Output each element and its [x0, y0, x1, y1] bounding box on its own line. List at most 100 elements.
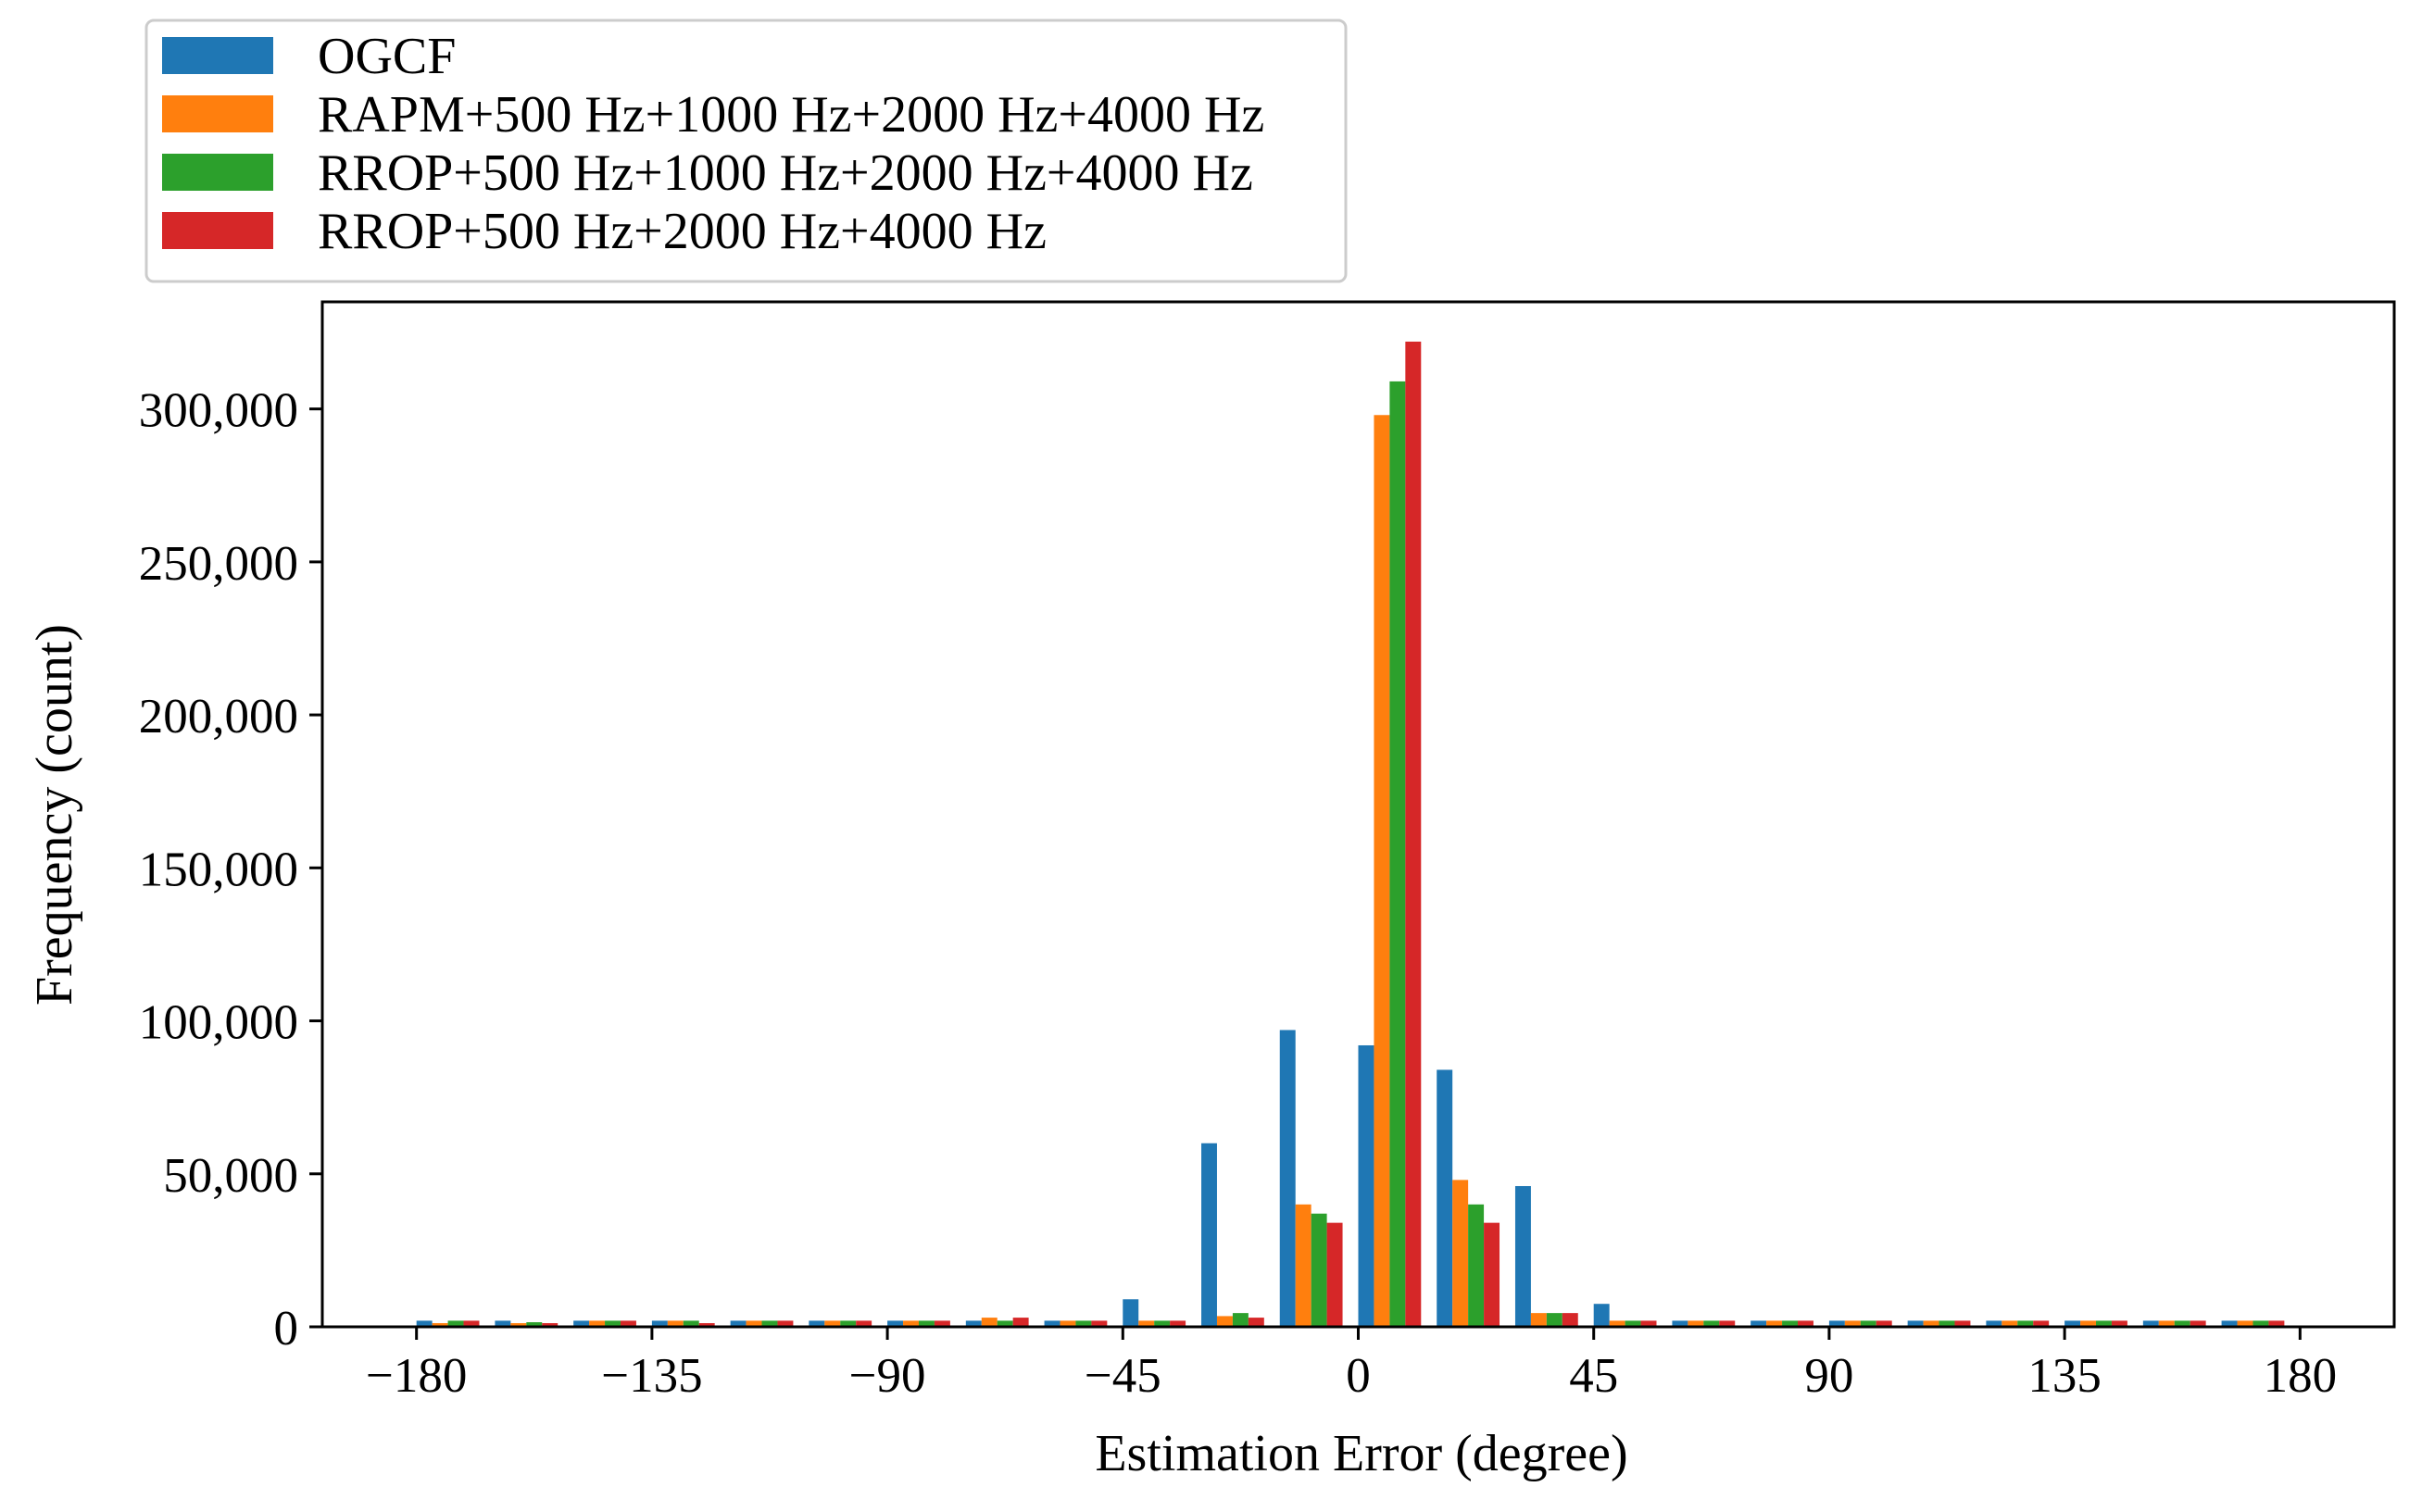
bar	[981, 1318, 998, 1327]
y-tick-label: 0	[274, 1302, 299, 1356]
legend-frame	[144, 19, 1348, 283]
x-tick-label: 0	[1346, 1349, 1371, 1403]
bar	[1468, 1204, 1485, 1327]
x-axis-ticks: −180 −135 −90 −45 0 45 90 135 180	[366, 1327, 2337, 1403]
bar	[730, 1320, 747, 1327]
bar	[1954, 1320, 1971, 1327]
bar	[934, 1320, 950, 1327]
bar	[1123, 1299, 1139, 1327]
bar	[2080, 1320, 2097, 1327]
y-tick-label: 250,000	[139, 537, 298, 591]
bars-layer	[416, 341, 2285, 1328]
bar	[856, 1320, 872, 1327]
bar	[1751, 1320, 1767, 1327]
bar	[1389, 381, 1406, 1328]
bar	[1170, 1320, 1186, 1327]
bar	[1828, 1320, 1845, 1327]
bar	[1844, 1320, 1861, 1327]
bar	[1530, 1313, 1547, 1327]
bar	[651, 1320, 668, 1327]
bar	[887, 1320, 904, 1327]
y-axis-ticks: 0 50,000 100,000 150,000 200,000 250,000 300,0…	[139, 384, 322, 1356]
bar	[1075, 1320, 1092, 1327]
bar	[1012, 1318, 1029, 1327]
bar	[1484, 1222, 1500, 1327]
bar	[1876, 1320, 1892, 1327]
bar	[1782, 1320, 1799, 1327]
bar	[1640, 1320, 1657, 1327]
x-tick-label: 45	[1569, 1349, 1618, 1403]
bar	[667, 1320, 684, 1327]
y-tick-label: 300,000	[139, 384, 298, 438]
bar	[1311, 1213, 1327, 1327]
bar	[2221, 1320, 2238, 1327]
bar	[1562, 1313, 1578, 1327]
x-tick-label: 180	[2264, 1349, 2338, 1403]
y-tick-label: 150,000	[139, 843, 298, 896]
bar	[840, 1320, 857, 1327]
bar	[1326, 1222, 1343, 1327]
legend-swatch	[162, 37, 273, 74]
bar	[1248, 1318, 1264, 1327]
bar	[416, 1320, 433, 1327]
bar	[1907, 1320, 1924, 1327]
bar	[965, 1320, 982, 1327]
bar	[495, 1320, 511, 1327]
x-tick-label: −90	[849, 1349, 926, 1403]
bar	[777, 1320, 794, 1327]
bar	[2253, 1320, 2269, 1327]
bar	[1279, 1030, 1296, 1327]
legend-label: RAPM+500 Hz+1000 Hz+2000 Hz+4000 Hz	[318, 86, 1264, 144]
bar	[2017, 1320, 2034, 1327]
legend-label: RROP+500 Hz+1000 Hz+2000 Hz+4000 Hz	[318, 144, 1253, 202]
bar	[1798, 1320, 1813, 1327]
bar	[1437, 1069, 1453, 1327]
bar	[2033, 1320, 2050, 1327]
bar	[1044, 1320, 1060, 1327]
legend-swatch	[162, 95, 273, 132]
bar	[1986, 1320, 2002, 1327]
bar	[2237, 1320, 2253, 1327]
bar	[903, 1320, 919, 1327]
bar	[1672, 1320, 1688, 1327]
y-tick-label: 200,000	[139, 690, 298, 744]
bar	[463, 1320, 480, 1327]
bar	[1625, 1320, 1641, 1327]
bar	[2111, 1320, 2127, 1327]
x-tick-label: −45	[1085, 1349, 1161, 1403]
bar	[1766, 1320, 1783, 1327]
bar	[1609, 1320, 1625, 1327]
legend-swatch	[162, 154, 273, 191]
bar	[1216, 1316, 1233, 1327]
y-axis-title: Frequency (count)	[26, 624, 83, 1006]
bar	[542, 1323, 558, 1327]
bar	[2190, 1320, 2206, 1327]
bar	[1232, 1313, 1249, 1327]
bar	[432, 1323, 448, 1327]
y-tick-label: 100,000	[139, 996, 298, 1050]
bar	[1201, 1143, 1217, 1327]
bar	[698, 1323, 715, 1327]
bar	[1374, 415, 1390, 1327]
bar	[589, 1320, 606, 1327]
bar	[1703, 1320, 1720, 1327]
x-tick-label: −180	[366, 1349, 467, 1403]
bar	[1154, 1320, 1171, 1327]
bar	[1719, 1320, 1736, 1327]
bar	[2096, 1320, 2112, 1327]
bar	[809, 1320, 825, 1327]
bar	[1593, 1304, 1610, 1327]
bar	[761, 1320, 778, 1327]
x-tick-label: −135	[601, 1349, 702, 1403]
bar	[605, 1320, 621, 1327]
bar	[526, 1322, 543, 1327]
x-tick-label: 90	[1804, 1349, 1853, 1403]
bar	[2142, 1320, 2159, 1327]
bar	[1514, 1185, 1531, 1327]
bar	[2064, 1320, 2081, 1327]
y-tick-label: 50,000	[163, 1149, 298, 1203]
x-tick-label: 135	[2027, 1349, 2102, 1403]
bar	[1860, 1320, 1876, 1327]
